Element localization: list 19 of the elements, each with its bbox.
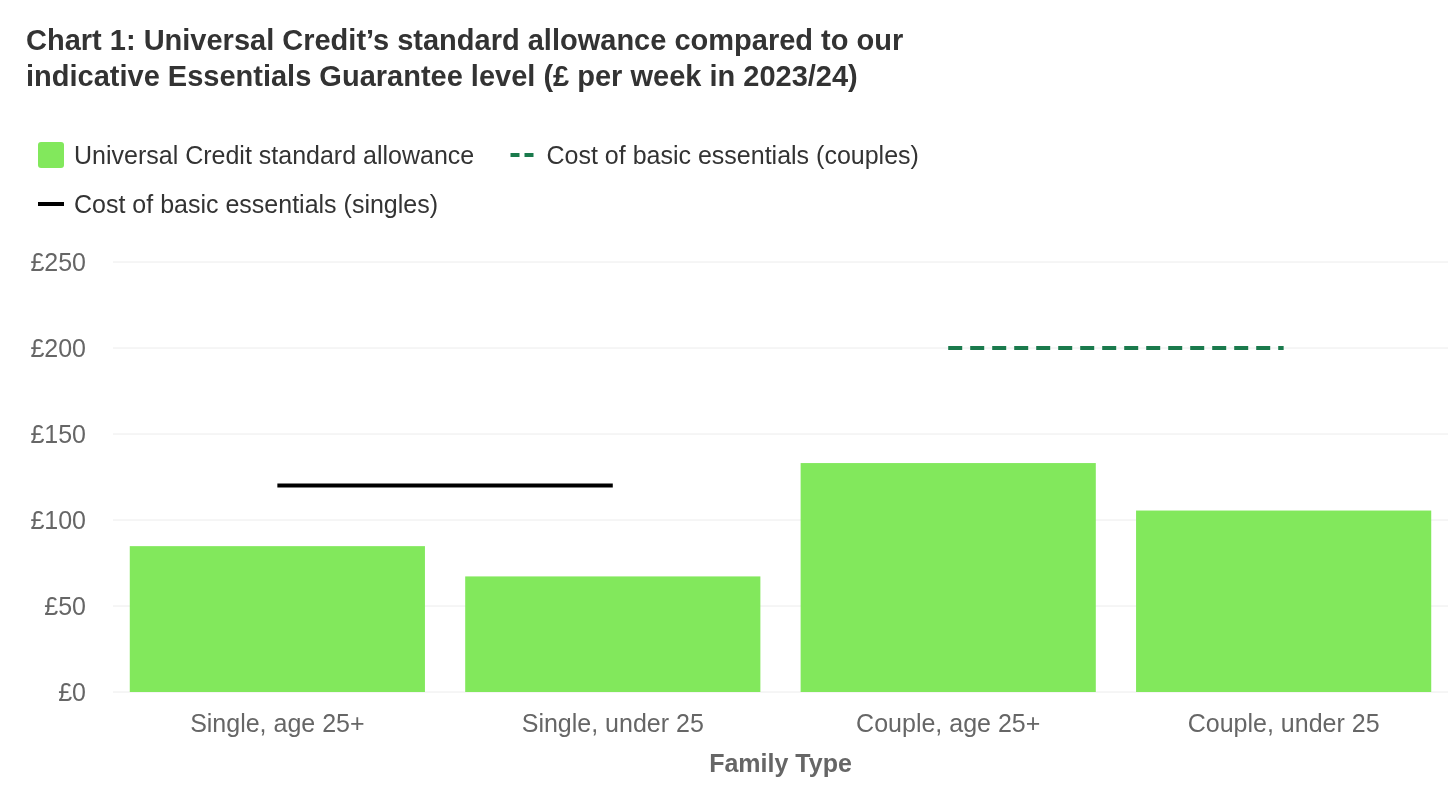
y-tick-label: £200: [30, 333, 86, 362]
bar: [465, 576, 761, 692]
y-tick-label: £50: [44, 591, 86, 620]
chart-title: Chart 1: Universal Credit’s standard allowance compared to our indicative Essentials Guarantee level (£ per week in 2023/24): [26, 24, 904, 92]
legend-label: Cost of basic essentials (singles): [74, 189, 439, 218]
x-axis-title: Family Type: [709, 748, 852, 777]
legend-label: Universal Credit standard allowance: [74, 140, 475, 169]
x-tick-label: Single, age 25+: [190, 708, 365, 737]
x-tick-label: Single, under 25: [521, 708, 704, 737]
bar: [1136, 510, 1432, 692]
y-tick-label: £0: [58, 677, 86, 706]
bar: [800, 463, 1096, 692]
x-tick-label: Couple, under 25: [1187, 708, 1380, 737]
y-tick-label: £100: [30, 505, 86, 534]
bar: [129, 546, 425, 692]
y-tick-label: £150: [30, 419, 86, 448]
legend-label: Cost of basic essentials (couples): [546, 140, 919, 169]
x-tick-label: Couple, age 25+: [856, 708, 1041, 737]
y-tick-label: £250: [30, 247, 86, 276]
